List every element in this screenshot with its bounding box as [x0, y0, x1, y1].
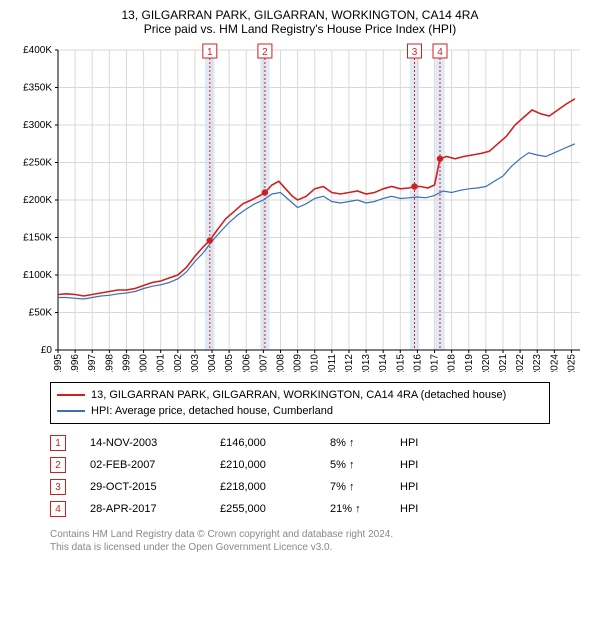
svg-text:1997: 1997	[87, 354, 98, 372]
svg-text:£100K: £100K	[23, 270, 52, 281]
chart-svg: £0 £50K £100K £150K £200K £250K £300K £350K £400…	[10, 42, 590, 372]
legend-label: HPI: Average price, detached house, Cumb…	[91, 405, 333, 417]
svg-text:2021: 2021	[498, 354, 509, 372]
sales-table: 114-NOV-2003£146,0008% ↑HPI202-FEB-2007£…	[50, 432, 590, 520]
sale-date: 14-NOV-2003	[90, 437, 220, 449]
svg-text:2013: 2013	[361, 354, 372, 372]
svg-text:2025: 2025	[566, 354, 577, 372]
sale-number-box: 2	[50, 457, 66, 473]
svg-text:1: 1	[207, 47, 213, 58]
svg-text:2010: 2010	[310, 354, 321, 372]
sale-price: £146,000	[220, 437, 330, 449]
svg-text:£50K: £50K	[29, 308, 53, 319]
svg-text:2009: 2009	[293, 354, 304, 372]
sale-price: £218,000	[220, 481, 330, 493]
sale-hpi-label: HPI	[400, 481, 418, 493]
svg-text:2002: 2002	[173, 354, 184, 372]
svg-text:1996: 1996	[70, 354, 81, 372]
legend-label: 13, GILGARRAN PARK, GILGARRAN, WORKINGTO…	[91, 389, 506, 401]
chart-container: 13, GILGARRAN PARK, GILGARRAN, WORKINGTO…	[0, 0, 600, 562]
legend-swatch	[57, 394, 85, 396]
svg-text:£150K: £150K	[23, 233, 52, 244]
svg-text:2014: 2014	[378, 354, 389, 372]
svg-text:2019: 2019	[464, 354, 475, 372]
sale-number-box: 1	[50, 435, 66, 451]
legend-item-property: 13, GILGARRAN PARK, GILGARRAN, WORKINGTO…	[57, 387, 543, 403]
svg-text:£400K: £400K	[23, 45, 52, 56]
sales-row: 3 29-OCT-2015£218,0007% ↑HPI	[50, 476, 590, 498]
title-subtitle: Price paid vs. HM Land Registry's House …	[10, 22, 590, 36]
sale-pct: 21% ↑	[330, 503, 400, 515]
footer-line: This data is licensed under the Open Gov…	[50, 541, 590, 554]
legend-swatch	[57, 410, 85, 412]
svg-text:2001: 2001	[156, 354, 167, 372]
sale-hpi-label: HPI	[400, 437, 418, 449]
sale-pct: 8% ↑	[330, 437, 400, 449]
sale-number-box: 4	[50, 501, 66, 517]
sales-row: 1 14-NOV-2003£146,0008% ↑HPI	[50, 432, 590, 454]
svg-text:£300K: £300K	[23, 120, 52, 131]
sale-number-box: 3	[50, 479, 66, 495]
legend: 13, GILGARRAN PARK, GILGARRAN, WORKINGTO…	[50, 382, 550, 424]
sales-row: 4 28-APR-2017£255,00021% ↑HPI	[50, 498, 590, 520]
footer: Contains HM Land Registry data © Crown c…	[50, 528, 590, 554]
title-address: 13, GILGARRAN PARK, GILGARRAN, WORKINGTO…	[10, 8, 590, 22]
legend-item-hpi: HPI: Average price, detached house, Cumb…	[57, 403, 543, 419]
svg-text:2016: 2016	[412, 354, 423, 372]
svg-text:4: 4	[437, 47, 443, 58]
svg-text:2000: 2000	[139, 354, 150, 372]
sale-date: 29-OCT-2015	[90, 481, 220, 493]
svg-text:2006: 2006	[241, 354, 252, 372]
svg-text:2023: 2023	[532, 354, 543, 372]
svg-text:2022: 2022	[515, 354, 526, 372]
svg-text:2: 2	[262, 47, 268, 58]
svg-text:£200K: £200K	[23, 195, 52, 206]
svg-text:2003: 2003	[190, 354, 201, 372]
sale-hpi-label: HPI	[400, 459, 418, 471]
sale-date: 28-APR-2017	[90, 503, 220, 515]
sale-price: £210,000	[220, 459, 330, 471]
svg-text:2020: 2020	[481, 354, 492, 372]
svg-text:2008: 2008	[275, 354, 286, 372]
svg-text:2024: 2024	[549, 354, 560, 372]
sale-price: £255,000	[220, 503, 330, 515]
svg-text:2004: 2004	[207, 354, 218, 372]
sale-hpi-label: HPI	[400, 503, 418, 515]
svg-text:1995: 1995	[53, 354, 64, 372]
svg-text:£0: £0	[41, 345, 53, 356]
title-block: 13, GILGARRAN PARK, GILGARRAN, WORKINGTO…	[10, 8, 590, 36]
svg-text:£250K: £250K	[23, 158, 52, 169]
sale-date: 02-FEB-2007	[90, 459, 220, 471]
sale-pct: 7% ↑	[330, 481, 400, 493]
sale-pct: 5% ↑	[330, 459, 400, 471]
svg-text:2015: 2015	[395, 354, 406, 372]
svg-text:2011: 2011	[327, 354, 338, 372]
chart: £0 £50K £100K £150K £200K £250K £300K £350K £400…	[10, 42, 590, 372]
svg-text:2017: 2017	[430, 354, 441, 372]
svg-text:2012: 2012	[344, 354, 355, 372]
svg-text:2018: 2018	[447, 354, 458, 372]
svg-text:£350K: £350K	[23, 83, 52, 94]
svg-text:1998: 1998	[104, 354, 115, 372]
svg-text:2007: 2007	[258, 354, 269, 372]
footer-line: Contains HM Land Registry data © Crown c…	[50, 528, 590, 541]
sales-row: 2 02-FEB-2007£210,0005% ↑HPI	[50, 454, 590, 476]
svg-text:1999: 1999	[121, 354, 132, 372]
svg-text:3: 3	[412, 47, 418, 58]
svg-text:2005: 2005	[224, 354, 235, 372]
